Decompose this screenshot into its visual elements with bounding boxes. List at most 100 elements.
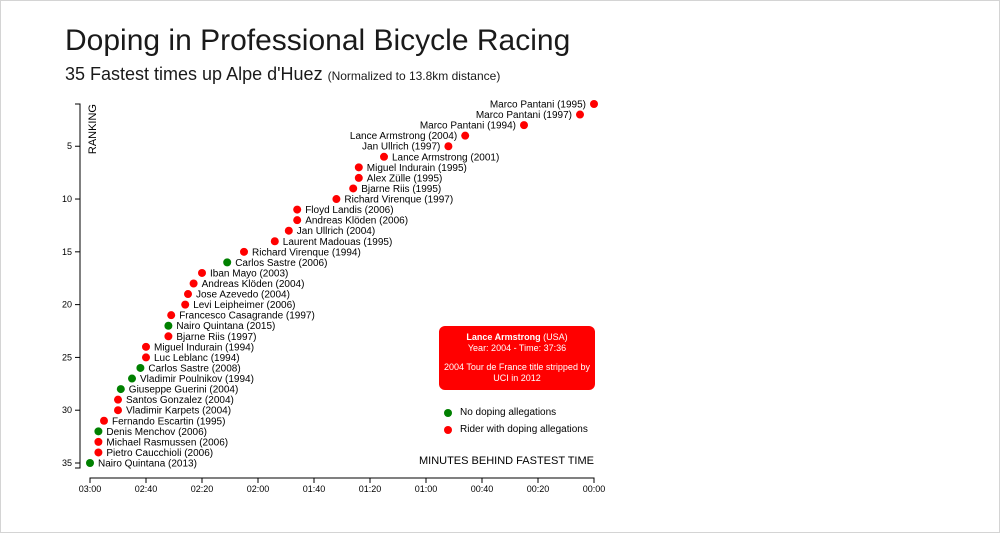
data-point-doping[interactable] [142, 353, 150, 362]
data-point-label: Richard Virenque (1997) [344, 195, 453, 206]
data-point-label: Lance Armstrong (2004) [350, 131, 457, 142]
y-axis-line [75, 103, 81, 469]
data-point-doping[interactable] [284, 226, 293, 235]
data-point-clean[interactable] [94, 427, 103, 436]
x-tick-label: 00:00 [583, 484, 606, 494]
y-axis: 5 10 15 20 25 30 35 [62, 103, 81, 469]
data-point-doping[interactable] [576, 110, 584, 119]
data-point-doping[interactable] [349, 184, 358, 193]
data-point-doping[interactable] [184, 290, 192, 299]
y-tick-label: 30 [62, 405, 72, 415]
data-point-doping[interactable] [114, 395, 122, 404]
data-point-label: Jan Ullrich (1997) [362, 142, 440, 153]
data-point-label: Richard Virenque (1994) [252, 247, 361, 258]
data-point-doping[interactable] [444, 142, 453, 151]
data-point-clean[interactable] [223, 258, 232, 267]
legend-item-doping: Rider with doping allegations [444, 421, 588, 438]
legend-dot-green [444, 408, 452, 417]
legend-item-clean: No doping allegations [444, 404, 588, 421]
data-point-doping[interactable] [164, 332, 173, 341]
y-tick-label: 10 [62, 194, 72, 204]
x-axis: 03:00 02:40 02:20 02:00 01:40 01:20 01:00 00:40… [79, 477, 606, 494]
x-tick-label: 02:40 [135, 484, 158, 494]
data-point-doping[interactable] [198, 268, 206, 277]
data-point-label: Laurent Madouas (1995) [283, 237, 393, 248]
data-point-clean[interactable] [128, 374, 136, 383]
data-point-doping[interactable] [332, 195, 341, 204]
data-point-label: Floyd Landis (2006) [305, 205, 393, 216]
data-point-doping[interactable] [590, 100, 598, 108]
data-point-label: Levi Leipheimer (2006) [193, 300, 295, 311]
legend-dot-red [444, 425, 452, 434]
tooltip-note: 2004 Tour de France title stripped by UC… [444, 362, 590, 383]
x-tick-label: 02:00 [247, 484, 270, 494]
x-tick-label: 01:20 [359, 484, 382, 494]
data-point-label: Jan Ullrich (2004) [297, 226, 375, 237]
data-point-clean[interactable] [116, 385, 125, 394]
data-point-label: Alex Zülle (1995) [367, 173, 443, 184]
y-tick-label: 20 [62, 300, 72, 310]
data-point-label: Denis Menchov (2006) [106, 427, 207, 438]
data-point-doping[interactable] [270, 237, 279, 246]
data-point-label: Giuseppe Guerini (2004) [129, 385, 239, 396]
data-point-label: Luc Leblanc (1994) [154, 353, 240, 364]
y-tick-label: 25 [62, 352, 72, 362]
data-point-clean[interactable] [136, 363, 145, 372]
subtitle-note: (Normalized to 13.8km distance) [327, 69, 501, 83]
data-point-doping[interactable] [114, 406, 122, 415]
data-point-label: Marco Pantani (1997) [476, 110, 572, 121]
x-tick-label: 01:00 [415, 484, 438, 494]
data-point-clean[interactable] [86, 459, 94, 467]
x-tick-label: 03:00 [79, 484, 102, 494]
data-point-label: Iban Mayo (2003) [210, 268, 288, 279]
data-point-label: Francesco Casagrande (1997) [179, 311, 315, 322]
legend-label: No doping allegations [460, 407, 557, 418]
tooltip-year-time: Year: 2004 - Time: 37:36 [467, 343, 567, 353]
y-tick-label: 5 [67, 141, 72, 151]
x-axis-title: MINUTES BEHIND FASTEST TIME [419, 455, 594, 467]
x-tick-label: 02:20 [191, 484, 214, 494]
data-point-doping[interactable] [189, 279, 198, 288]
data-point-doping[interactable] [461, 131, 470, 140]
legend: No doping allegations Rider with doping … [444, 404, 588, 438]
data-point-doping[interactable] [94, 448, 103, 457]
data-point-doping[interactable] [293, 216, 302, 225]
data-point-doping[interactable] [520, 121, 528, 130]
data-point-label: Marco Pantani (1995) [490, 100, 586, 111]
data-point-doping[interactable] [354, 173, 363, 182]
data-point-doping[interactable] [181, 300, 190, 309]
x-tick-label: 00:20 [527, 484, 550, 494]
data-point-label: Carlos Sastre (2006) [235, 258, 327, 269]
data-point-doping[interactable] [354, 163, 363, 172]
data-point-label: Lance Armstrong (2001) [392, 152, 499, 163]
data-points: Marco Pantani (1995)Marco Pantani (1997)… [86, 100, 598, 470]
data-point-label: Andreas Klöden (2004) [202, 279, 305, 290]
y-tick-label: 15 [62, 247, 72, 257]
data-point-doping[interactable] [142, 342, 150, 351]
data-point-label: Vladimir Karpets (2004) [126, 406, 231, 417]
data-point-label: Miguel Indurain (1995) [367, 163, 467, 174]
data-point-label: Jose Azevedo (2004) [196, 290, 290, 301]
data-point-clean[interactable] [164, 321, 173, 330]
data-point-label: Bjarne Riis (1995) [361, 184, 441, 195]
y-tick-label: 35 [62, 458, 72, 468]
data-point-label: Santos Gonzalez (2004) [126, 395, 234, 406]
data-point-doping[interactable] [100, 416, 108, 425]
x-tick-label: 01:40 [303, 484, 326, 494]
data-point-label: Bjarne Riis (1997) [176, 332, 256, 343]
x-axis-line [89, 477, 595, 483]
data-point-doping[interactable] [240, 247, 248, 256]
data-point-doping[interactable] [293, 205, 302, 214]
tooltip-name: Lance Armstrong [466, 332, 541, 342]
data-point-label: Nairo Quintana (2013) [98, 459, 197, 470]
data-point-doping[interactable] [380, 152, 388, 161]
chart-title: Doping in Professional Bicycle Racing [65, 24, 571, 57]
chart-subtitle: 35 Fastest times up Alpe d'Huez (Normali… [65, 64, 500, 85]
data-point-label: Nairo Quintana (2015) [176, 321, 275, 332]
rider-tooltip: Lance Armstrong (USA) Year: 2004 - Time:… [439, 326, 595, 390]
data-point-doping[interactable] [94, 437, 103, 446]
data-point-doping[interactable] [167, 311, 176, 320]
data-point-label: Carlos Sastre (2008) [148, 363, 240, 374]
